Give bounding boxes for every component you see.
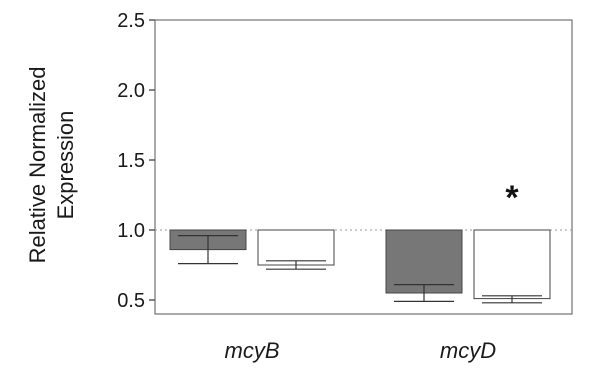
plot-area: * xyxy=(154,19,573,315)
category-label-mcyD: mcyD xyxy=(440,338,496,363)
y-axis: 0.5 1.0 1.5 2.0 2.5 xyxy=(117,10,155,312)
y-tick-label-0: 0.5 xyxy=(117,290,145,312)
y-tick-label-4: 2.5 xyxy=(117,10,145,32)
x-axis-categories: mcyB mcyD xyxy=(225,338,497,363)
y-tick-label-3: 2.0 xyxy=(117,80,145,102)
bar-mcyD-s2 xyxy=(473,229,551,300)
y-tick-label-2: 1.5 xyxy=(117,150,145,172)
y-axis-label: Relative Normalized Expression xyxy=(25,67,78,264)
y-tick-label-1: 1.0 xyxy=(117,220,145,242)
y-axis-label-line-1: Relative Normalized xyxy=(25,67,50,264)
plot-frame xyxy=(154,19,573,315)
bar-mcyD-s1 xyxy=(385,229,463,294)
category-label-mcyB: mcyB xyxy=(225,338,280,363)
bar-mcyB-s2 xyxy=(257,229,335,266)
y-axis-label-line-2: Expression xyxy=(53,111,78,220)
significance-marker-0: * xyxy=(505,179,519,217)
